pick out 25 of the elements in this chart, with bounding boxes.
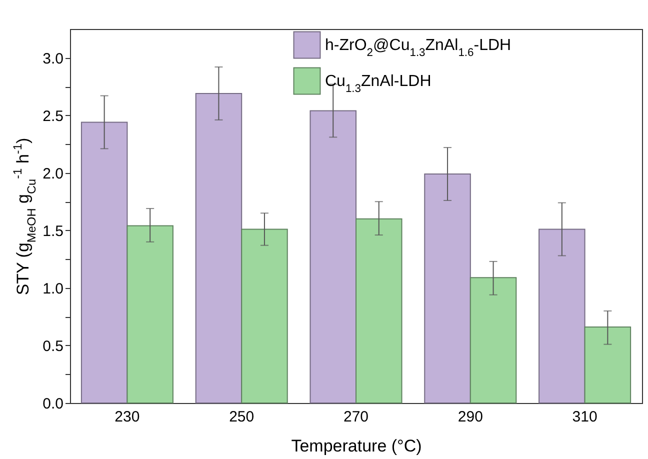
y-tick-label: 3.0 [42, 50, 64, 68]
bar [195, 92, 242, 404]
bar [241, 228, 288, 404]
bar [424, 173, 471, 404]
y-tick-label: 2.0 [42, 165, 64, 182]
bar [470, 277, 517, 404]
y-tick-label: 0.0 [42, 396, 64, 412]
x-tick-label: 290 [458, 408, 483, 426]
x-tick-label: 230 [114, 408, 140, 426]
bar [356, 218, 402, 404]
y-tick-label: 2.5 [42, 108, 64, 125]
bar [126, 225, 174, 404]
y-tick-label: 0.5 [42, 338, 64, 355]
y-tick-label: 1.0 [42, 280, 64, 298]
y-tick-label: 1.5 [42, 222, 64, 240]
bar [538, 228, 586, 404]
bar [310, 110, 356, 404]
legend-label: h-ZrO$_{2}$@Cu$_{1.3}$ZnAl$_{1.6}$-LDH [325, 37, 512, 59]
x-tick-label: 250 [229, 408, 254, 426]
x-axis-title: Temperature (°C) [291, 436, 422, 456]
bar [584, 326, 632, 404]
x-tick-label: 310 [572, 408, 598, 426]
legend-label: Cu$_{1.3}$ZnAl-LDH [325, 73, 432, 95]
bar [80, 122, 128, 404]
x-tick-label: 270 [343, 408, 369, 426]
